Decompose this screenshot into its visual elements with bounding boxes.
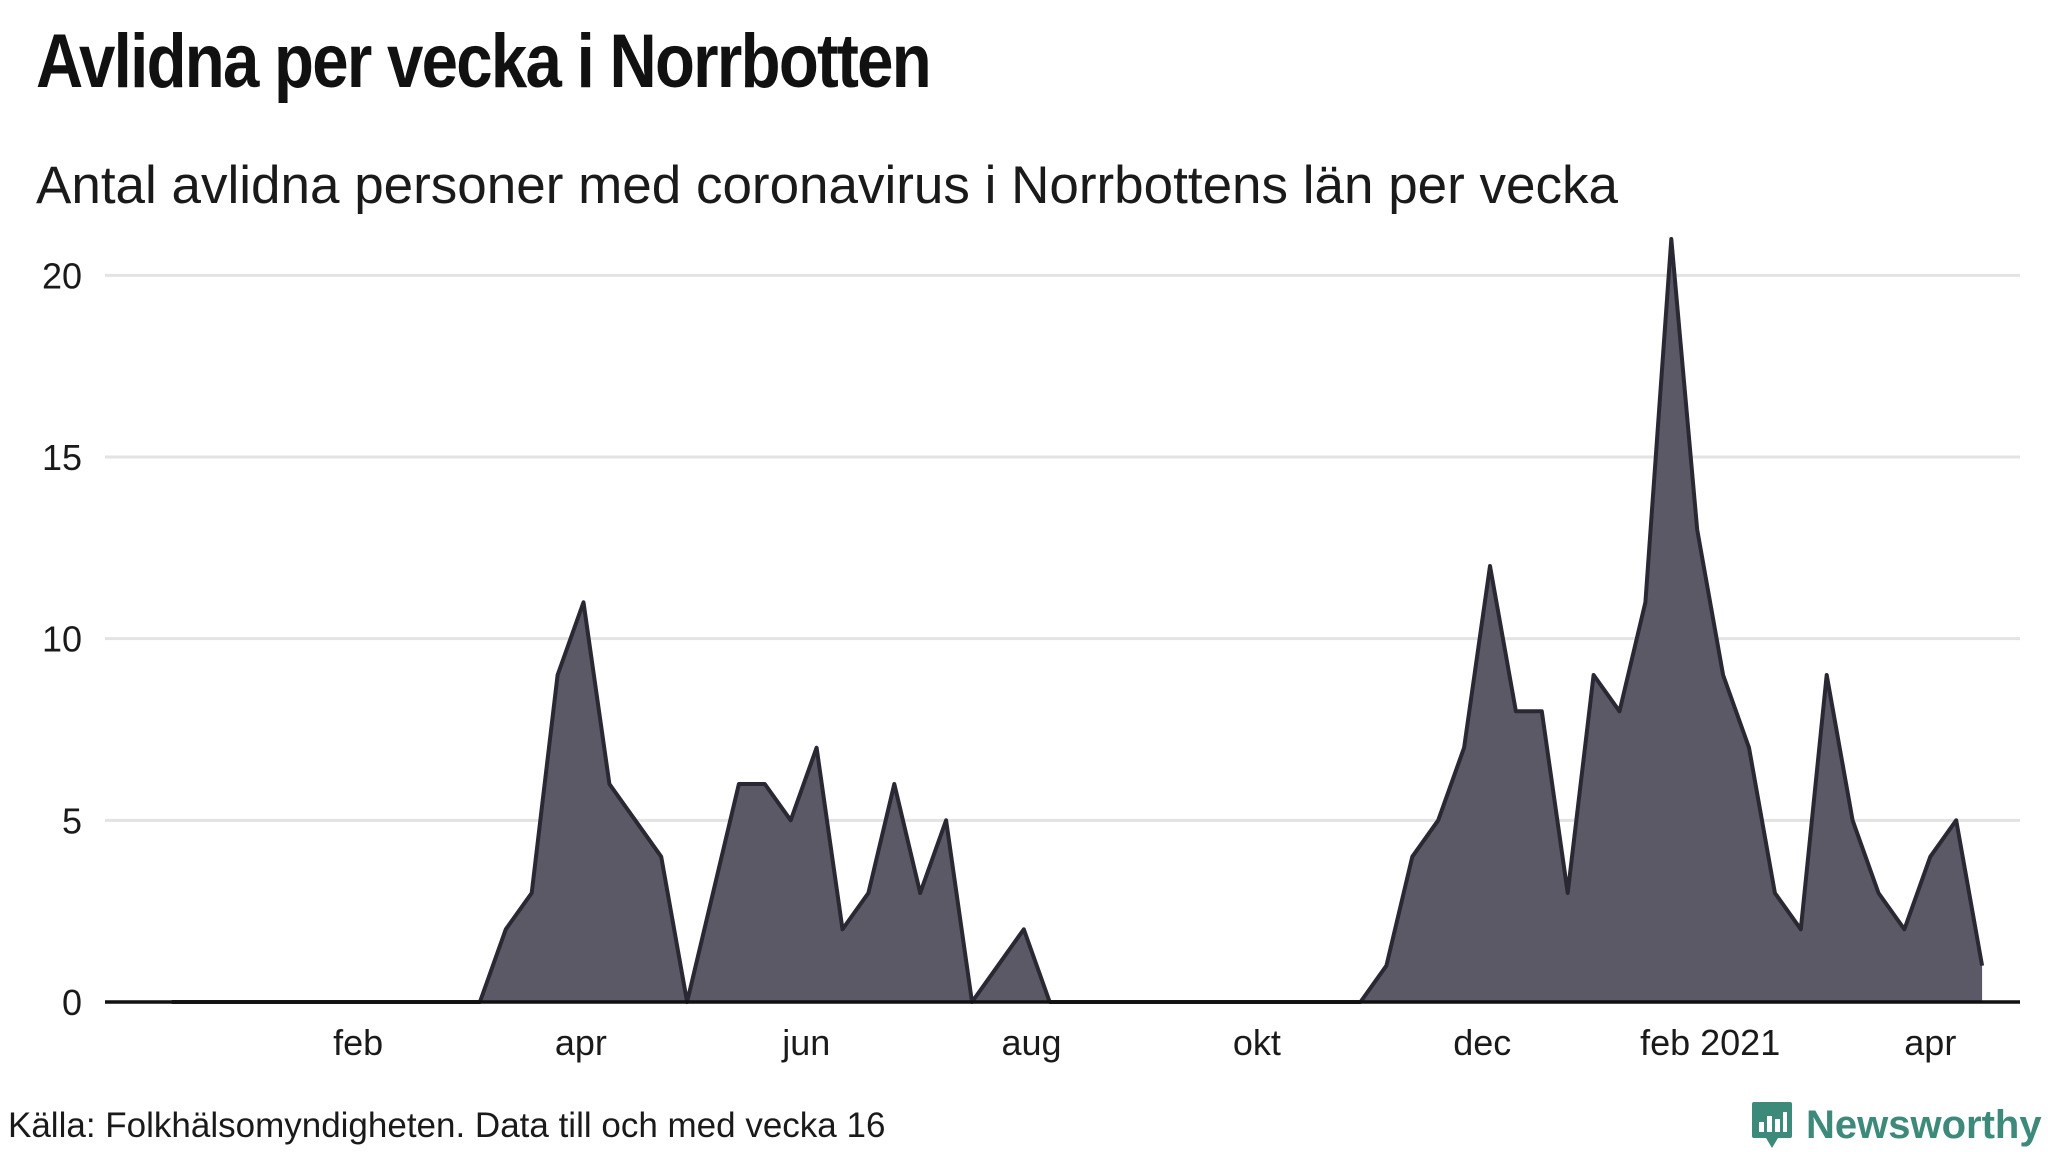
- data-point: [1748, 746, 1751, 749]
- data-point: [737, 783, 740, 786]
- y-tick-label: 10: [42, 619, 82, 660]
- x-tick-label: apr: [555, 1022, 607, 1063]
- x-tick-label: jun: [781, 1022, 830, 1063]
- data-point: [763, 783, 766, 786]
- x-tick-label: feb 2021: [1640, 1022, 1780, 1063]
- data-point: [1618, 710, 1621, 713]
- data-point: [789, 819, 792, 822]
- data-point: [1929, 855, 1932, 858]
- y-tick-label: 15: [42, 437, 82, 478]
- x-tick-label: feb: [333, 1022, 383, 1063]
- data-point: [1773, 892, 1776, 895]
- data-point: [1851, 819, 1854, 822]
- data-point: [634, 819, 637, 822]
- series-area: [171, 239, 1983, 1002]
- data-point: [815, 746, 818, 749]
- data-point: [660, 855, 663, 858]
- data-point: [608, 783, 611, 786]
- y-tick-label: 0: [62, 982, 82, 1023]
- data-point: [1437, 819, 1440, 822]
- newsworthy-logo-icon: [1752, 1102, 1792, 1148]
- y-tick-label: 5: [62, 800, 82, 841]
- data-point: [1566, 892, 1569, 895]
- data-point: [1592, 674, 1595, 677]
- data-point: [893, 783, 896, 786]
- data-point: [556, 674, 559, 677]
- data-point: [1955, 819, 1958, 822]
- data-point: [1644, 601, 1647, 604]
- brand[interactable]: Newsworthy: [1750, 1100, 2042, 1150]
- data-point: [582, 601, 585, 604]
- data-point: [1825, 674, 1828, 677]
- data-point: [1411, 855, 1414, 858]
- data-point: [530, 892, 533, 895]
- data-point: [1696, 528, 1699, 531]
- data-point: [1722, 674, 1725, 677]
- data-point: [1540, 710, 1543, 713]
- x-tick-label: dec: [1453, 1022, 1511, 1063]
- x-tick-label: okt: [1233, 1022, 1281, 1063]
- data-point: [712, 892, 715, 895]
- data-point: [1385, 964, 1388, 967]
- data-point: [919, 892, 922, 895]
- data-point: [841, 928, 844, 931]
- data-point: [1877, 892, 1880, 895]
- x-tick-label: apr: [1904, 1022, 1956, 1063]
- data-point: [945, 819, 948, 822]
- data-point: [504, 928, 507, 931]
- x-tick-label: aug: [1002, 1022, 1062, 1063]
- data-point: [1489, 565, 1492, 568]
- data-point: [1463, 746, 1466, 749]
- chart-subtitle: Antal avlidna personer med coronavirus i…: [36, 156, 1618, 215]
- data-point: [1670, 238, 1673, 241]
- data-point: [1903, 928, 1906, 931]
- data-point: [1981, 964, 1984, 967]
- brand-name: Newsworthy: [1806, 1102, 2042, 1147]
- data-point: [1022, 928, 1025, 931]
- data-point: [1799, 928, 1802, 931]
- chart-title: Avlidna per vecka i Norrbotten: [36, 19, 932, 104]
- y-tick-label: 20: [42, 255, 82, 296]
- data-point: [867, 892, 870, 895]
- data-point: [996, 964, 999, 967]
- source-note: Källa: Folkhälsomyndigheten. Data till o…: [8, 1106, 886, 1145]
- data-point: [1514, 710, 1517, 713]
